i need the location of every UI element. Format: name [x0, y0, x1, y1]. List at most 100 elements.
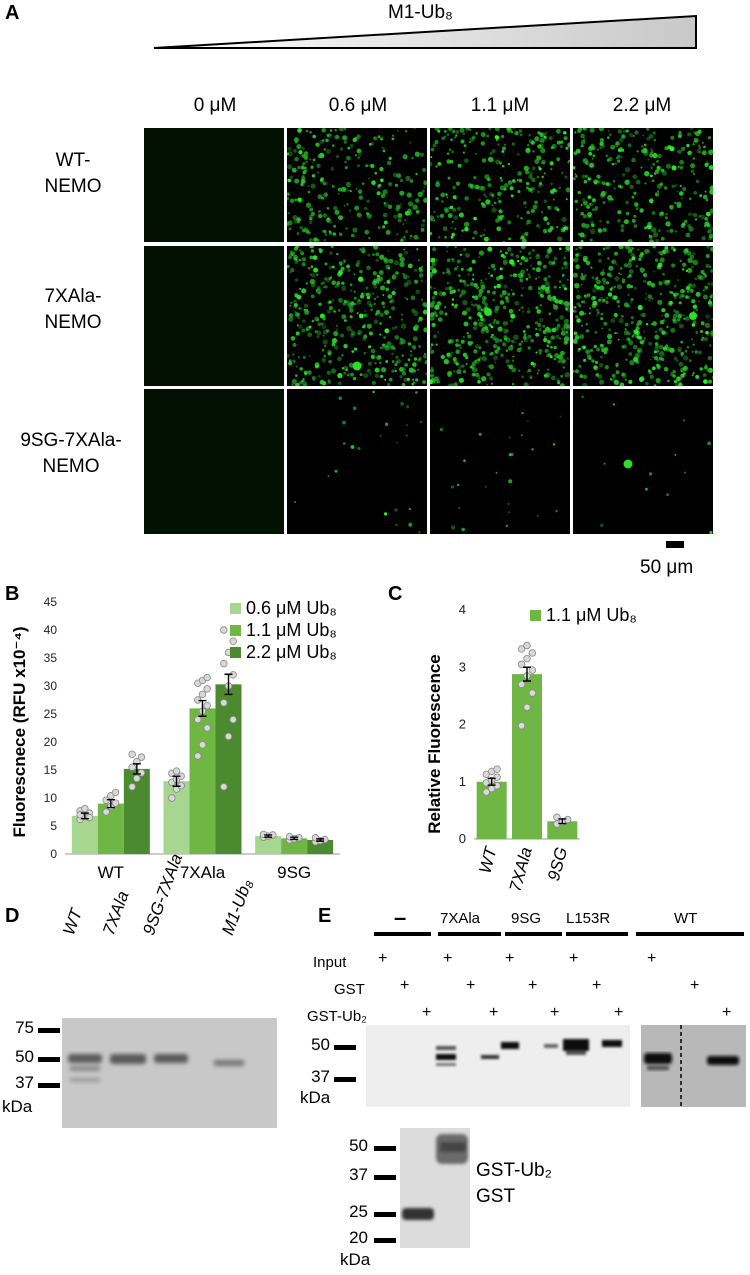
errorbar-9SG-0 — [264, 834, 273, 838]
ytick-label-3: 15 — [44, 763, 58, 777]
marker-el-37-label: 37 — [349, 1165, 368, 1184]
gel-e-left — [366, 1025, 630, 1107]
group-label-wt: WT — [674, 910, 698, 927]
ytick-label-4: 20 — [44, 735, 58, 749]
plus-g2-r1: + — [443, 950, 453, 967]
legend-label-0: 0.6 μM Ub₈ — [246, 598, 337, 618]
point-7XAla-0-8 — [528, 649, 537, 657]
plus-g5-r3: + — [722, 1004, 732, 1021]
point-7XAla-2-3 — [220, 699, 228, 707]
errorbar-9SG-2 — [316, 838, 325, 842]
row-label-9sg: 9SG-7XAla- NEMO — [6, 428, 136, 480]
errorbar-WT-0 — [80, 812, 89, 820]
row-label-wt-1: WT- — [55, 150, 91, 171]
plus-g4-r2: + — [592, 977, 602, 994]
row-input: Input — [313, 954, 347, 971]
plus-g3-r1: + — [505, 950, 515, 967]
ytick-label-1: 5 — [50, 819, 57, 833]
plus-g4-r3: + — [614, 1004, 624, 1021]
point-7XAla-0-2 — [528, 689, 537, 697]
unit-e: kDa — [300, 1088, 331, 1107]
errorbar-9SG-1 — [290, 836, 299, 841]
point-7XAla-0-10 — [523, 641, 531, 650]
marker-d-37-label: 37 — [15, 1073, 34, 1092]
plus-g3-r3: + — [550, 1004, 560, 1021]
group-label-7xala: 7XAla — [440, 910, 481, 927]
conc-1: 0.6 μM — [328, 95, 388, 116]
row-label-wt: WT- NEMO — [8, 148, 138, 200]
marker-d-50-label: 50 — [15, 1047, 34, 1066]
marker-d-37 — [38, 1083, 60, 1088]
point-7XAla-0-5 — [528, 666, 537, 674]
errorbar-7XAla-2 — [224, 673, 233, 696]
conc-2: 1.1 μM — [470, 95, 530, 116]
point-WT-1-5 — [111, 788, 120, 797]
row-label-wt-2: NEMO — [44, 176, 102, 197]
conc-3: 2.2 μM — [612, 95, 672, 116]
ytick-label-9: 45 — [44, 595, 58, 609]
gel-e-lower — [400, 1128, 470, 1248]
ytick-label-8: 40 — [44, 623, 58, 637]
lane-label-wt: WT — [59, 906, 87, 938]
plus-g1-r1: + — [378, 950, 388, 967]
xtick-label-0: WT — [98, 863, 124, 882]
plus-g5-r1: + — [647, 950, 657, 967]
marker-d-50 — [38, 1057, 60, 1062]
conc-0: 0 μM — [193, 95, 237, 116]
marker-el-25-label: 25 — [349, 1202, 368, 1221]
errorbar-7XAla-1 — [198, 699, 207, 717]
group-label-l153r: L153R — [566, 910, 611, 927]
point-WT-2-3 — [128, 763, 136, 771]
xtick-label-1: 7XAla — [506, 845, 536, 890]
xtick-label-0: WT — [475, 844, 501, 876]
errorbar-7XAla-0 — [172, 775, 181, 787]
legend-swatch-1 — [230, 625, 241, 636]
point-7XAla-0-3 — [517, 680, 526, 689]
unit-el: kDa — [340, 1250, 371, 1269]
row-gst: GST — [334, 981, 365, 998]
xtick-label-1: 7XAla — [180, 863, 226, 882]
panel-c-label: C — [388, 583, 403, 605]
errorbar-WT-0 — [487, 777, 496, 786]
bar-7XAla-2 — [215, 684, 242, 854]
ligand-label: M1-Ub₈ — [388, 2, 453, 23]
plus-g5-r2: + — [690, 977, 700, 994]
label-gst: GST — [476, 1186, 516, 1207]
plus-g2-r3: + — [489, 1004, 499, 1021]
point-WT-0-5 — [85, 813, 94, 822]
bar-7XAla-0 — [512, 674, 542, 839]
micrograph-r2-c4 — [573, 246, 713, 386]
point-7XAla-0-7 — [172, 767, 181, 775]
point-7XAla-2-1 — [224, 732, 233, 741]
marker-e-50 — [334, 1045, 356, 1050]
point-7XAla-1-8 — [203, 685, 211, 693]
ytick-label-7: 35 — [44, 651, 58, 665]
point-7XAla-0-6 — [517, 660, 526, 669]
group-bar-5 — [636, 932, 744, 936]
xtick-label-2: 9SG — [544, 845, 571, 883]
point-7XAla-1-7 — [198, 690, 207, 699]
point-7XAla-0-0 — [168, 794, 176, 802]
micrograph-r3-c1 — [144, 389, 284, 534]
legend-swatch-0 — [530, 610, 541, 621]
ytick-label-2: 10 — [44, 791, 58, 805]
plus-g4-r1: + — [569, 950, 579, 967]
ytick-label-2: 2 — [459, 717, 466, 732]
group-bar-1 — [374, 932, 431, 936]
point-7XAla-0-7 — [523, 654, 531, 663]
chart-b: 0 5 10 15 20 25 30 35 40 45 WT 7XAla 9SG 0.6 μM Ub₈1.… — [44, 595, 340, 882]
gel-e-right — [641, 1025, 746, 1107]
micrograph-r3-c4 — [573, 389, 713, 534]
group-bar-4 — [566, 932, 628, 936]
group-bar-2 — [438, 932, 501, 936]
bar-9SG-0 — [255, 836, 282, 854]
bar-7XAla-1 — [189, 708, 216, 854]
micrograph-r3-c3 — [430, 389, 570, 534]
ytick-label-4: 4 — [459, 602, 466, 617]
micrograph-r1-c2 — [287, 128, 427, 242]
legend-label-0: 1.1 μM Ub₈ — [546, 605, 637, 625]
micrograph-r1-c3 — [430, 128, 570, 242]
point-WT-2-6 — [128, 750, 136, 759]
plus-g2-r2: + — [466, 977, 476, 994]
errorbar-9SG-0 — [558, 818, 567, 825]
